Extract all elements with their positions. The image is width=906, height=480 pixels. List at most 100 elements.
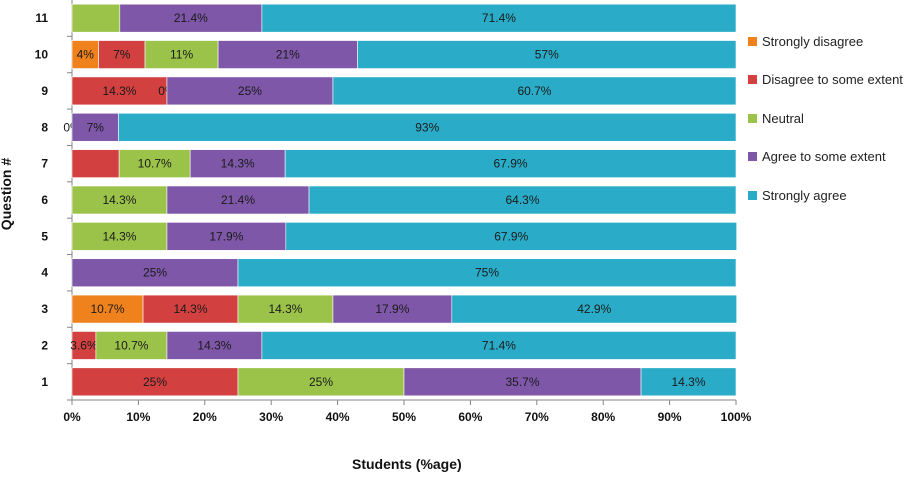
data-label: 67.9%: [494, 157, 528, 171]
legend-label-disagree-to-some-extent: Disagree to some extent: [762, 72, 903, 87]
data-label: 21%: [276, 48, 300, 62]
legend-item-agree-to-some-extent: Agree to some extent: [748, 149, 886, 164]
data-label: 4%: [77, 48, 95, 62]
data-label: 21.4%: [221, 193, 255, 207]
legend-label-agree-to-some-extent: Agree to some extent: [762, 149, 886, 164]
bar-segment: [166, 222, 287, 251]
bar-segment: [71, 40, 99, 69]
x-tick-label: 10%: [126, 410, 150, 424]
data-label: 10.7%: [114, 338, 148, 352]
x-tick-label: 0%: [63, 410, 81, 424]
bar-segment: [403, 367, 642, 397]
data-label: 93%: [415, 120, 439, 134]
data-label: 17.9%: [375, 302, 409, 316]
bar-segment: [71, 149, 120, 178]
data-label: 25%: [143, 375, 167, 389]
x-tick-label: 60%: [458, 410, 482, 424]
bar-segment: [284, 149, 737, 178]
data-label: 25%: [143, 266, 167, 280]
bar-segment: [640, 367, 737, 397]
data-label: 14.3%: [102, 229, 136, 243]
legend-swatch-agree-to-some-extent: [748, 152, 757, 161]
bar-segment: [118, 149, 191, 178]
bar-segment: [332, 76, 737, 106]
y-tick-label: 6: [41, 193, 48, 207]
bar-segment: [118, 112, 737, 142]
y-tick-label: 7: [41, 157, 48, 171]
legend-label-strongly-agree: Strongly agree: [762, 188, 847, 203]
y-tick-label: 1: [41, 375, 48, 389]
data-label: 14.3%: [174, 302, 208, 316]
bar-segment: [71, 258, 239, 288]
y-tick-label: 5: [41, 229, 48, 243]
x-tick-label: 90%: [658, 410, 682, 424]
legend-item-strongly-disagree: Strongly disagree: [748, 34, 863, 49]
x-tick-label: 20%: [193, 410, 217, 424]
y-tick-label: 3: [41, 302, 48, 316]
x-tick-label: 30%: [259, 410, 283, 424]
data-label: 67.9%: [494, 229, 528, 243]
bar-segment: [119, 3, 263, 33]
y-tick-label: 11: [35, 11, 48, 25]
bar-segment: [98, 40, 146, 69]
data-label: 14.3%: [197, 338, 231, 352]
data-label: 57%: [535, 48, 559, 62]
y-axis-title: Question #: [0, 158, 14, 231]
legend-label-neutral: Neutral: [762, 111, 804, 126]
x-tick-label: 80%: [591, 410, 615, 424]
bar-segment: [71, 76, 168, 106]
y-tick-label: 4: [41, 266, 48, 280]
data-label: 14.3%: [221, 157, 255, 171]
data-label: 10.7%: [138, 157, 172, 171]
data-label: 14.3%: [268, 302, 302, 316]
data-label: 3.6%: [70, 338, 98, 352]
x-tick-label: 40%: [326, 410, 350, 424]
bar-segment: [142, 294, 239, 324]
bar-segment: [71, 112, 119, 142]
x-axis-title: Students (%age): [352, 456, 462, 472]
bar-segment: [308, 185, 737, 215]
bar-segment: [166, 331, 263, 360]
data-label: 25%: [238, 84, 262, 98]
y-tick-label: 2: [41, 338, 48, 352]
bar-segment: [71, 3, 121, 33]
bar-segment: [451, 294, 737, 324]
bar-segment: [71, 185, 168, 215]
data-label: 10.7%: [91, 302, 125, 316]
bar-segment: [166, 76, 334, 106]
data-label: 11%: [170, 48, 193, 62]
data-label: 7%: [113, 48, 131, 62]
bar-segment: [237, 258, 737, 288]
y-tick-label: 8: [41, 120, 48, 134]
bar-segment: [189, 149, 286, 178]
x-tick-label: 50%: [392, 410, 416, 424]
bar-segment: [144, 40, 219, 69]
bar-segment: [166, 185, 310, 215]
bar-segment: [237, 294, 334, 324]
bar-segment: [71, 222, 168, 251]
legend-label-strongly-disagree: Strongly disagree: [762, 34, 864, 49]
data-label: 64.3%: [506, 193, 540, 207]
data-label: 14.3%: [102, 84, 136, 98]
data-label: 7%: [87, 120, 105, 134]
data-label: 71.4%: [482, 11, 516, 25]
y-tick-label: 10: [35, 48, 49, 62]
legend-swatch-strongly-agree: [748, 191, 757, 200]
bar-segment: [261, 331, 737, 360]
data-label: 21.4%: [174, 11, 208, 25]
legend-swatch-disagree-to-some-extent: [748, 75, 757, 84]
legend-swatch-neutral: [748, 114, 757, 123]
data-label: 14.3%: [102, 193, 136, 207]
data-label: 25%: [309, 375, 333, 389]
x-tick-label: 100%: [721, 410, 752, 424]
bar-segment: [285, 222, 737, 251]
legend-item-strongly-agree: Strongly agree: [748, 188, 847, 203]
data-label: 17.9%: [209, 229, 243, 243]
bar-segment: [71, 367, 239, 397]
data-label: 60.7%: [517, 84, 551, 98]
bar-segment: [261, 3, 737, 33]
y-tick-label: 9: [41, 84, 48, 98]
bar-segment: [357, 40, 737, 69]
